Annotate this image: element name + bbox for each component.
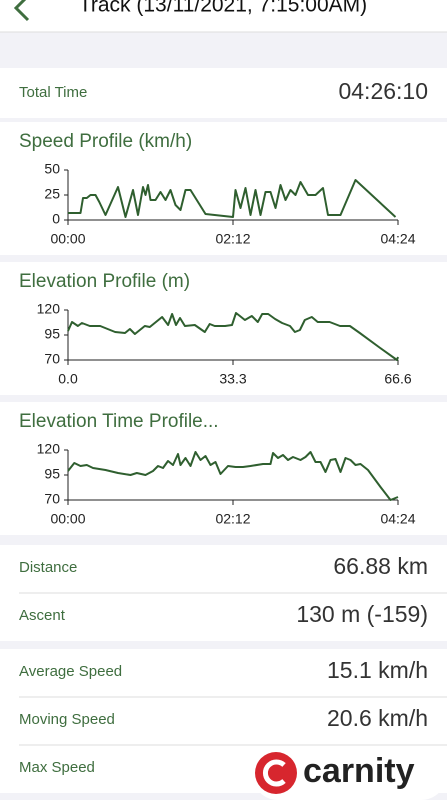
line — [67, 312, 399, 361]
y-tick-label: 25 — [44, 186, 60, 202]
total-time-row — [0, 68, 447, 118]
x-tick-label: 04:24 — [380, 231, 415, 247]
row-value: 66.88 km — [333, 553, 428, 579]
row-label: Total Time — [19, 84, 87, 101]
row-label: Max Speed — [19, 759, 95, 776]
y-tick-label: 70 — [44, 351, 60, 367]
y-tick-label: 0 — [52, 211, 60, 227]
nav-title: Track (13/11/2021, 7:15:00AM) — [79, 0, 367, 17]
watermark-icon — [255, 752, 297, 794]
x-tick-label: 00:00 — [50, 231, 85, 247]
chart-card: Elevation Time Profile... 70 95 120 00:00 02:… — [0, 402, 447, 535]
chart-title: Elevation Time Profile... — [19, 411, 219, 432]
watermark: carnity — [252, 748, 447, 800]
chart-title: Elevation Profile (m) — [19, 271, 190, 292]
row-value: 15.1 km/h — [327, 657, 428, 683]
x-tick-label: 02:12 — [215, 511, 250, 527]
row-label: Moving Speed — [19, 711, 115, 728]
x-tick-label: 04:24 — [380, 511, 415, 527]
y-tick-label: 70 — [44, 491, 60, 507]
row-value: 20.6 km/h — [327, 705, 428, 731]
x-tick-label: 33.3 — [219, 371, 246, 387]
y-tick-label: 120 — [37, 441, 61, 457]
x-tick-label: 66.6 — [384, 371, 411, 387]
chart-title: Speed Profile (km/h) — [19, 131, 192, 152]
chart-card: Elevation Profile (m) 70 95 120 0.0 33.3 66.6 — [0, 262, 447, 395]
x-tick-label: 02:12 — [215, 231, 250, 247]
watermark-icon-c — [263, 759, 286, 787]
back-button[interactable] — [13, 0, 30, 22]
x-tick-label: 00:00 — [50, 511, 85, 527]
card-bg — [0, 122, 447, 255]
y-tick-label: 95 — [44, 466, 60, 482]
watermark-bg — [252, 748, 447, 800]
row-value: 04:26:10 — [338, 78, 428, 104]
card-bg — [0, 402, 447, 535]
x-tick-label: 0.0 — [58, 371, 78, 387]
line — [67, 451, 399, 501]
card-bg — [0, 262, 447, 395]
chart-card: Speed Profile (km/h) 0 25 50 00:00 02:12 04:24 — [0, 122, 447, 255]
stats: Distance 66.88 km Ascent 130 m (-159) Averag… — [0, 545, 447, 793]
row-label: Average Speed — [19, 663, 122, 680]
nav-bar — [0, 0, 447, 32]
row-label: Distance — [19, 559, 77, 576]
charts: Speed Profile (km/h) 0 25 50 00:00 02:12 04:24… — [0, 122, 447, 535]
y-tick-label: 50 — [44, 161, 60, 177]
y-tick-label: 95 — [44, 326, 60, 342]
row-label: Ascent — [19, 607, 66, 624]
watermark-text: carnity — [303, 752, 415, 790]
row-value: 130 m (-159) — [296, 601, 428, 627]
y-tick-label: 120 — [37, 301, 61, 317]
line — [68, 179, 397, 218]
